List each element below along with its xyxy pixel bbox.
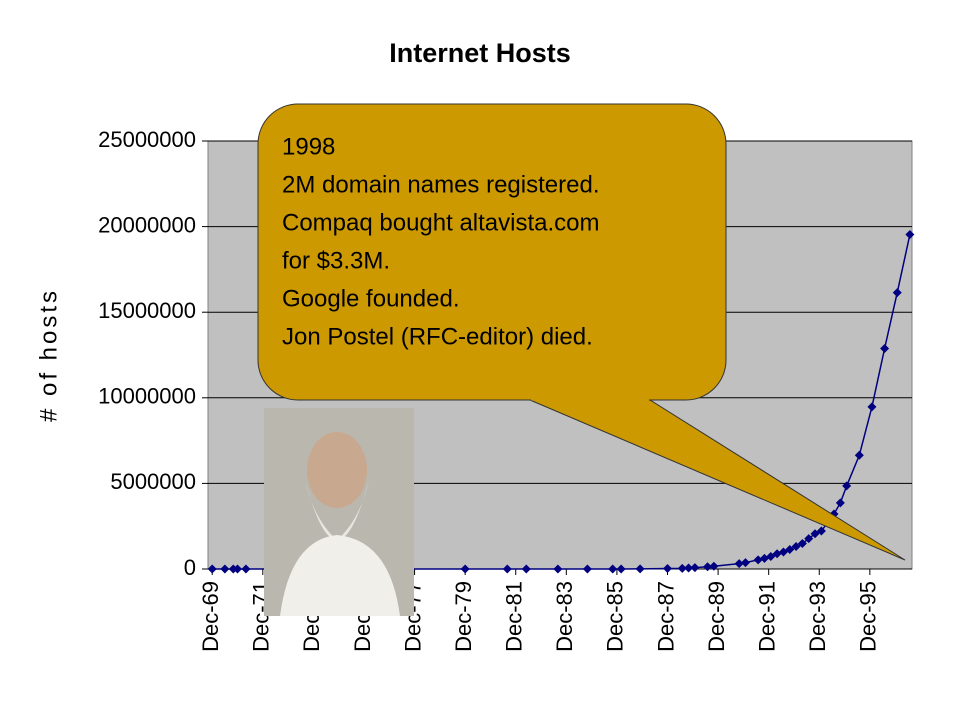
data-point xyxy=(804,534,814,544)
data-point xyxy=(753,555,763,565)
y-tick-label: 0 xyxy=(184,555,196,580)
data-point xyxy=(880,343,890,353)
photo xyxy=(264,408,414,616)
data-point xyxy=(785,545,795,555)
data-point xyxy=(797,539,807,549)
data-point xyxy=(854,450,864,460)
data-point xyxy=(233,564,243,574)
x-tick-label: Dec-69 xyxy=(198,581,223,652)
plot: 0 5000000 10000000 15000000 20000000 25000000… xyxy=(98,127,915,652)
photo-shirt xyxy=(280,535,400,616)
data-point xyxy=(553,564,563,574)
x-tick-label: Dec-85 xyxy=(603,581,628,652)
data-point xyxy=(740,558,750,568)
data-point xyxy=(892,288,902,298)
x-tick-label: Dec-79 xyxy=(451,581,476,652)
y-axis-label: # of hosts xyxy=(35,288,62,422)
data-point xyxy=(616,564,626,574)
data-point xyxy=(241,564,251,574)
data-point xyxy=(608,564,618,574)
data-point xyxy=(835,498,845,508)
data-point xyxy=(772,549,782,559)
data-point xyxy=(502,564,512,574)
data-point xyxy=(810,529,820,539)
callout-line: Google founded. xyxy=(282,285,459,312)
data-point xyxy=(791,542,801,552)
y-tick-label: 15000000 xyxy=(98,298,196,323)
x-tick-label: Dec-81 xyxy=(502,581,527,652)
y-tick-label: 20000000 xyxy=(98,212,196,237)
x-tick-label: Dec-91 xyxy=(754,581,779,652)
data-point xyxy=(842,481,852,491)
callout-line: 2M domain names registered. xyxy=(282,171,599,198)
callout: 1998 2M domain names registered. Compaq bo… xyxy=(257,103,906,561)
photo-beard xyxy=(305,480,369,540)
data-point xyxy=(521,564,531,574)
data-point xyxy=(816,526,826,536)
data-point xyxy=(677,563,687,573)
callout-box xyxy=(257,103,727,401)
data-point xyxy=(867,402,877,412)
callout-line: for $3.3M. xyxy=(282,247,390,274)
y-tick-label: 10000000 xyxy=(98,384,196,409)
data-point xyxy=(662,564,672,574)
data-point xyxy=(905,229,915,239)
data-point xyxy=(582,564,592,574)
data-point xyxy=(766,552,776,562)
data-point xyxy=(690,563,700,573)
photo-face xyxy=(307,432,367,508)
x-tick-label: Dec-87 xyxy=(653,581,678,652)
data-point xyxy=(734,559,744,569)
data-point xyxy=(635,564,645,574)
chart-title: Internet Hosts xyxy=(389,38,571,68)
data-point xyxy=(703,562,713,572)
data-point xyxy=(709,561,719,571)
callout-line: Compaq bought altavista.com xyxy=(282,209,600,236)
data-point xyxy=(207,564,217,574)
y-tick-label: 5000000 xyxy=(110,469,196,494)
data-point xyxy=(220,564,230,574)
x-tick-label: Dec-89 xyxy=(704,581,729,652)
x-tick-label: Dec-95 xyxy=(856,581,881,652)
x-tick-label: Dec-83 xyxy=(552,581,577,652)
data-point xyxy=(684,563,694,573)
data-point xyxy=(460,564,470,574)
callout-text: 1998 2M domain names registered. Compaq bo… xyxy=(282,133,600,350)
callout-line: Jon Postel (RFC-editor) died. xyxy=(282,323,593,350)
callout-line: 1998 xyxy=(282,133,335,160)
x-tick-label: Dec-93 xyxy=(805,581,830,652)
y-tick-label: 25000000 xyxy=(98,127,196,152)
